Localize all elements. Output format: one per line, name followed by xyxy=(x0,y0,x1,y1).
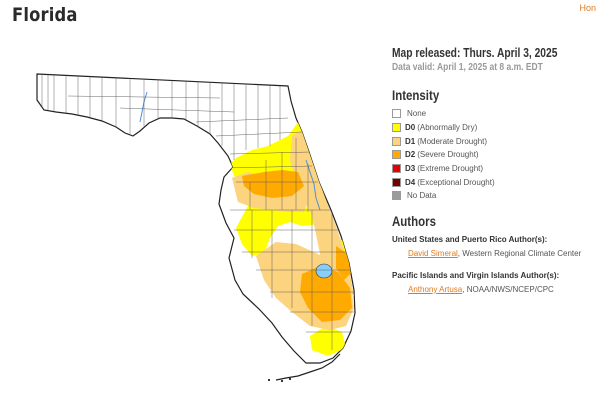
data-valid-date: Data valid: April 1, 2025 at 8 a.m. EDT xyxy=(392,62,543,73)
legend-item-d4: D4 (Exceptional Drought) xyxy=(392,175,592,189)
d0-area-keys xyxy=(310,326,346,356)
author-affiliation: , NOAA/NWS/NCEP/CPC xyxy=(462,284,554,294)
st-johns-river xyxy=(305,159,321,211)
legend-label: (Severe Drought) xyxy=(417,150,479,160)
authors-heading: Authors xyxy=(392,212,437,229)
key-island xyxy=(280,379,284,383)
florida-drought-map[interactable] xyxy=(20,60,380,400)
author-link[interactable]: Anthony Artusa xyxy=(408,284,463,294)
legend-label: None xyxy=(407,109,427,119)
legend-code: D3 xyxy=(405,164,416,174)
legend-swatch xyxy=(392,164,401,174)
legend-swatch xyxy=(392,109,401,119)
florida-keys xyxy=(275,353,341,381)
legend-swatch xyxy=(392,123,401,133)
page-title: Florida xyxy=(12,4,78,26)
d0-area-central xyxy=(236,202,326,256)
legend-code: D4 xyxy=(405,177,416,187)
map-released-date: Map released: Thurs. April 3, 2025 xyxy=(392,46,558,60)
author-link[interactable]: David Simeral xyxy=(408,248,458,258)
legend-swatch xyxy=(392,191,401,201)
legend-label: (Exceptional Drought) xyxy=(417,177,495,187)
legend-swatch xyxy=(392,177,401,187)
legend-item-none: None xyxy=(392,107,592,121)
legend-label: (Abnormally Dry) xyxy=(417,123,478,133)
author-affiliation: , Western Regional Climate Center xyxy=(457,248,582,258)
legend-code: D1 xyxy=(405,136,416,146)
home-link[interactable]: Hon xyxy=(579,3,596,13)
legend-item-d0: D0 (Abnormally Dry) xyxy=(392,121,592,135)
legend-item-d3: D3 (Extreme Drought) xyxy=(392,162,592,176)
intensity-legend: None D0 (Abnormally Dry) D1 (Moderate Dr… xyxy=(392,107,592,203)
legend-item-no-data: No Data xyxy=(392,189,592,203)
d2-area-tampa-bay xyxy=(242,170,304,198)
legend-swatch xyxy=(392,150,401,160)
author-line: David Simeral, Western Regional Climate … xyxy=(392,249,592,258)
key-island xyxy=(288,377,292,381)
lake-okeechobee xyxy=(315,263,333,279)
author-group-title: Pacific Islands and Virgin Islands Autho… xyxy=(392,270,560,280)
legend-label: No Data xyxy=(407,191,437,201)
intensity-heading: Intensity xyxy=(392,87,440,103)
info-panel: Map released: Thurs. April 3, 2025 Data … xyxy=(392,46,592,294)
legend-label: (Extreme Drought) xyxy=(417,164,484,174)
legend-item-d2: D2 (Severe Drought) xyxy=(392,148,592,162)
county-lines xyxy=(41,74,354,350)
key-island xyxy=(267,378,271,382)
author-line: Anthony Artusa, NOAA/NWS/NCEP/CPC xyxy=(392,285,592,294)
d2-area-southwest xyxy=(300,266,352,322)
legend-item-d1: D1 (Moderate Drought) xyxy=(392,134,592,148)
legend-label: (Moderate Drought) xyxy=(417,136,488,146)
legend-swatch xyxy=(392,136,401,146)
legend-code: D2 xyxy=(405,150,416,160)
author-group-title: United States and Puerto Rico Author(s): xyxy=(392,234,548,244)
legend-code: D0 xyxy=(405,123,416,133)
